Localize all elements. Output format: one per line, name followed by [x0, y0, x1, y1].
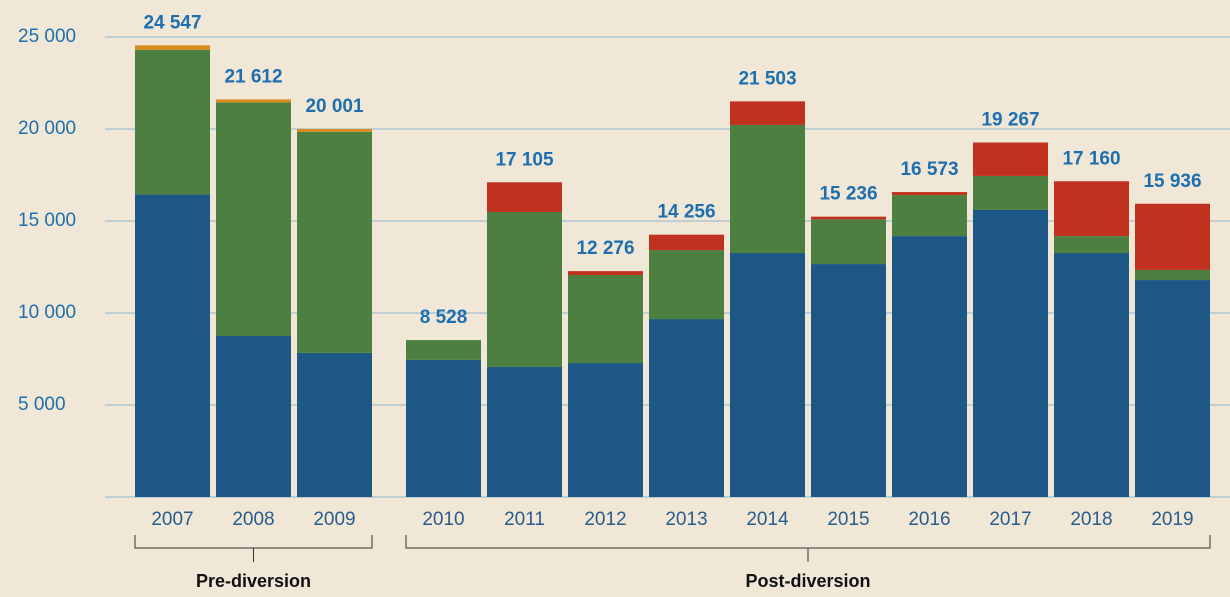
bar-segment — [135, 45, 210, 50]
bar-segment — [811, 219, 886, 265]
x-tick-label: 2009 — [313, 509, 355, 530]
y-tick-label: 25 000 — [18, 26, 76, 47]
x-tick-label: 2014 — [746, 509, 789, 530]
y-tick-label: 5 000 — [18, 394, 66, 415]
bar-segment — [1054, 236, 1129, 254]
x-tick-label: 2018 — [1070, 509, 1112, 530]
bar-segment — [811, 264, 886, 497]
bar-segment — [216, 102, 291, 336]
bar-segment — [487, 366, 562, 497]
x-tick-label: 2008 — [232, 509, 274, 530]
x-tick-label: 2010 — [422, 509, 464, 530]
total-label: 15 936 — [1143, 171, 1201, 192]
bar-segment — [892, 236, 967, 497]
x-tick-label: 2011 — [504, 509, 545, 530]
bar-segment — [1054, 181, 1129, 237]
bar-segment — [649, 250, 724, 320]
bar-segment — [649, 319, 724, 497]
x-tick-label: 2016 — [908, 509, 950, 530]
bar-segment — [1135, 280, 1210, 497]
group-bracket — [405, 535, 1211, 562]
y-tick-label: 15 000 — [18, 210, 76, 231]
total-label: 20 001 — [305, 96, 364, 117]
bar-segment — [297, 352, 372, 497]
group-bracket — [134, 535, 373, 562]
total-label: 8 528 — [420, 307, 468, 328]
total-label: 24 547 — [143, 12, 201, 33]
bar-segment — [216, 99, 291, 103]
x-tick-label: 2007 — [151, 509, 193, 530]
total-label: 19 267 — [981, 110, 1039, 131]
bar-segment — [973, 142, 1048, 176]
total-label: 12 276 — [576, 238, 634, 259]
bar-segment — [135, 194, 210, 497]
bar-segment — [973, 209, 1048, 497]
bar-segment — [216, 336, 291, 497]
bar-segment — [811, 216, 886, 220]
bar-segment — [1135, 203, 1210, 270]
group-label: Post-diversion — [745, 571, 870, 591]
y-tick-label: 20 000 — [18, 118, 76, 139]
bar-segment — [406, 340, 481, 360]
bar-segment — [1135, 269, 1210, 281]
bar-segment — [1054, 253, 1129, 497]
total-label: 16 573 — [900, 159, 958, 180]
total-label: 17 105 — [495, 149, 554, 170]
x-tick-label: 2019 — [1151, 509, 1193, 530]
bar-segment — [892, 192, 967, 196]
bar-segment — [649, 234, 724, 251]
bar-segment — [297, 128, 372, 132]
bar-segment — [297, 131, 372, 353]
x-tick-label: 2015 — [827, 509, 869, 530]
total-label: 17 160 — [1062, 148, 1120, 169]
x-tick-label: 2012 — [584, 509, 626, 530]
total-label: 21 503 — [738, 68, 796, 89]
total-label: 15 236 — [819, 184, 877, 205]
bar-segment — [730, 124, 805, 254]
bar-segment — [892, 195, 967, 237]
total-label: 21 612 — [224, 66, 282, 87]
group-label: Pre-diversion — [196, 571, 311, 591]
y-tick-label: 10 000 — [18, 302, 76, 323]
total-label: 14 256 — [657, 202, 715, 223]
bar-segment — [568, 363, 643, 497]
bar-segment — [406, 359, 481, 497]
bar-segment — [568, 271, 643, 276]
bar-segment — [730, 101, 805, 125]
bar-segment — [487, 182, 562, 212]
x-tick-label: 2013 — [665, 509, 707, 530]
bar-segment — [973, 175, 1048, 210]
bar-segment — [730, 253, 805, 497]
bar-segment — [568, 275, 643, 364]
bar-segment — [487, 211, 562, 367]
x-tick-label: 2017 — [989, 509, 1031, 530]
bar-segment — [135, 49, 210, 195]
